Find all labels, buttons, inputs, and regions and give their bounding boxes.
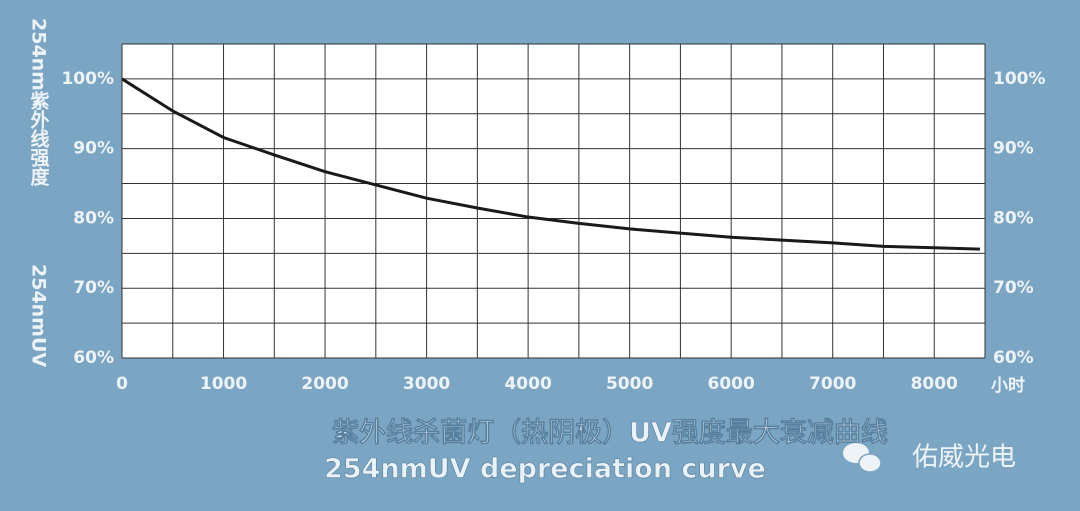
x-tick-label: 8000: [911, 374, 958, 394]
chart-subtitle: 254nmUV depreciation curve: [324, 454, 766, 485]
watermark: 佑威光电: [912, 443, 1016, 473]
y-tick-label: 100%: [61, 69, 114, 89]
y2-tick-label: 90%: [993, 139, 1034, 159]
y-tick-label: 80%: [73, 208, 114, 228]
chart-title: 紫外线杀菌灯（热阴极）UV强度最大衰减曲线: [332, 417, 888, 449]
x-tick-label: 0: [116, 374, 128, 394]
y2-tick-label: 100%: [993, 69, 1046, 89]
x-tick-label: 6000: [708, 374, 755, 394]
x-tick-label: 2000: [301, 374, 348, 394]
curve: [121, 77, 980, 251]
y-tick-label: 70%: [73, 278, 114, 298]
x-tick-label: 3000: [403, 374, 450, 394]
x-tick-label: 5000: [606, 374, 653, 394]
y2-tick-label: 70%: [993, 278, 1034, 298]
x-tick-label: 1000: [200, 374, 247, 394]
y2-tick-label: 80%: [993, 208, 1034, 228]
plot-area: [122, 44, 985, 358]
x-unit-label: 小时: [991, 376, 1025, 396]
x-tick-label: 7000: [809, 374, 856, 394]
y-axis-label: 254nm紫外线强度: [28, 18, 50, 187]
y-tick-label: 60%: [73, 348, 114, 368]
wechat-icon: [843, 443, 882, 473]
y2-tick-label: 60%: [993, 348, 1034, 368]
y2-axis-label: 254nmUV: [28, 264, 50, 367]
y-tick-label: 90%: [73, 139, 114, 159]
x-tick-label: 4000: [504, 374, 551, 394]
